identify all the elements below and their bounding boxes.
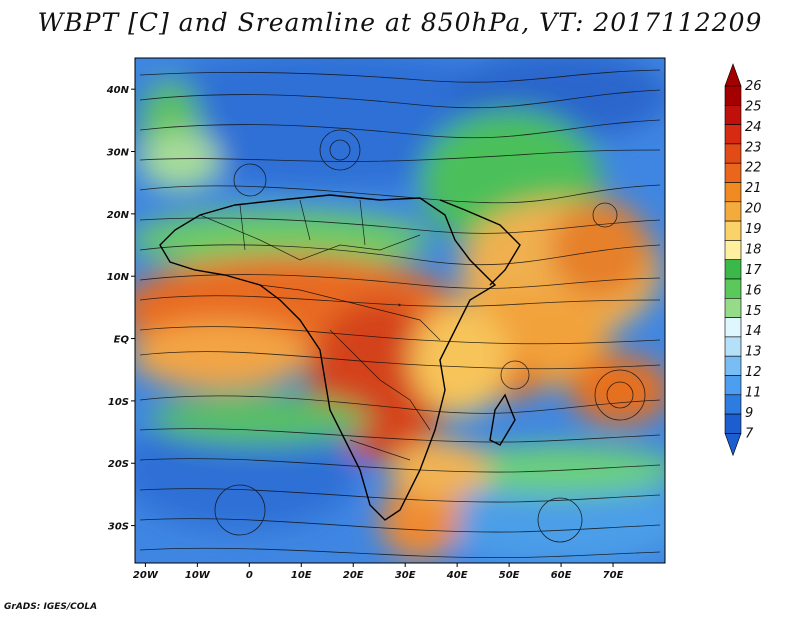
colorbar-label: 11 [745,386,762,401]
colorbar-segment [724,278,742,299]
lat-tick-label: 10N [107,272,130,283]
colorbar-label: 17 [745,263,762,278]
lon-tick-label: 40E [446,570,468,581]
colorbar-label: 22 [745,161,762,176]
coastlines [159,194,521,521]
lon-tick-label: 50E [499,570,520,581]
lat-tick-label: 30N [107,148,130,159]
lat-tick-label: EQ [114,335,130,346]
colorbar-segment [724,105,742,125]
credit-label: GrADS: IGES/COLA [4,602,98,612]
colorbar-segment [724,355,742,376]
lon-axis: 20W 10W 0 10E 20E 30E 40E 50E 60E 70E [133,563,624,581]
borders [199,199,441,461]
chart-title: WBPT [C] and Sreamline at 850hPa, VT: 20… [37,8,763,37]
colorbar-label: 15 [745,304,762,319]
colorbar-segment [724,220,742,241]
colorbar-segment [724,375,742,396]
lat-tick-label: 10S [108,397,129,408]
colorbar-label: 7 [745,426,754,441]
wbpt-field [135,58,665,563]
colorbar-label: 23 [745,140,762,155]
colorbar-segment [724,182,742,203]
colorbar-label: 16 [745,283,762,298]
lon-tick-label: 20E [343,570,364,581]
colorbar-label: 12 [745,365,762,380]
map-frame [134,57,666,564]
lat-tick-label: 20S [108,459,129,470]
lat-tick-label: 20N [107,210,130,221]
colorbar-segment [724,394,742,415]
colorbar-segment [724,201,742,222]
colorbar-segment [724,162,742,183]
colorbar-segment [724,336,742,357]
colorbar-label: 9 [745,406,753,421]
colorbar-segment [724,317,742,338]
colorbar-segment [724,240,742,260]
colorbar-label: 19 [745,222,762,237]
colorbar-label: 25 [745,99,762,114]
colorbar-segment [724,124,742,145]
lat-tick-label: 40N [106,85,130,96]
colorbar: 26 25 24 23 22 21 20 19 18 17 16 15 14 13 12 11 9 7 [724,63,762,457]
colorbar-bottom-arrow [724,433,742,457]
lon-tick-label: 0 [246,570,253,581]
colorbar-segment [724,297,742,318]
colorbar-segment [724,143,742,164]
streamlines [139,69,661,559]
lon-tick-label: 30E [395,570,416,581]
colorbar-label: 18 [745,242,762,257]
lon-tick-label: 10E [291,570,312,581]
colorbar-top-arrow [724,63,742,87]
colorbar-segment [724,413,742,434]
colorbar-label: 21 [745,181,762,196]
lon-tick-label: 60E [551,570,572,581]
lon-tick-label: 70E [603,570,624,581]
colorbar-label: 26 [745,79,762,94]
colorbar-segment [724,85,742,106]
colorbar-segment [724,259,742,280]
colorbar-label: 13 [745,345,762,360]
lat-tick-label: 30S [108,522,129,533]
lon-tick-label: 10W [185,570,211,581]
colorbar-label: 20 [745,202,762,217]
lat-axis: 40N 30N 20N 10N EQ 10S 20S 30S [106,85,135,533]
colorbar-label: 24 [745,120,762,135]
colorbar-label: 14 [745,324,762,339]
lon-tick-label: 20W [133,570,159,581]
